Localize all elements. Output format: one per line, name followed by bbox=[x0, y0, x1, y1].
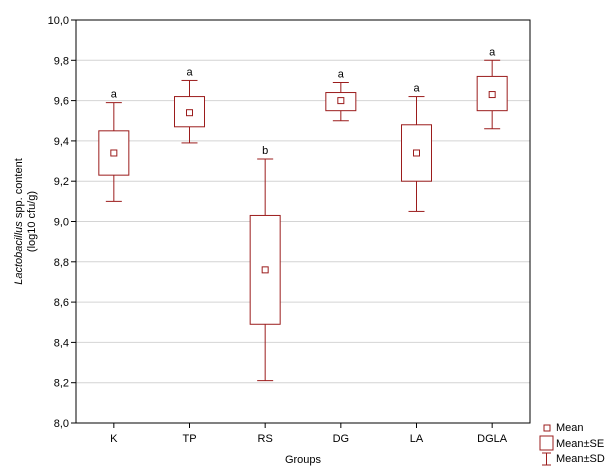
x-tick-label: K bbox=[110, 433, 118, 445]
mean-marker bbox=[186, 109, 193, 117]
significance-label: a bbox=[489, 46, 496, 58]
legend-mean-label: Mean bbox=[556, 422, 584, 434]
mean-marker bbox=[488, 91, 496, 99]
legend-sd-label: Mean±SD bbox=[556, 453, 605, 465]
mean-marker bbox=[413, 149, 420, 157]
x-tick-label: DGLA bbox=[477, 433, 508, 445]
x-tick-label: LA bbox=[410, 433, 424, 445]
mean-marker bbox=[337, 97, 345, 105]
y-tick-label: 8,8 bbox=[54, 257, 69, 269]
x-tick-label: TP bbox=[182, 433, 196, 445]
y-tick-label: 8,2 bbox=[54, 378, 69, 390]
y-axis-title-rest: spp. content bbox=[13, 158, 25, 221]
mean-marker bbox=[110, 149, 118, 157]
plot-marks: a a b a a a bbox=[98, 46, 508, 382]
legend-mean-icon bbox=[543, 424, 551, 432]
y-tick-label: 9,4 bbox=[54, 136, 69, 148]
x-axis-title: Groups bbox=[285, 454, 322, 466]
y-tick-label: 9,6 bbox=[54, 96, 69, 108]
significance-label: a bbox=[338, 68, 345, 80]
y-tick-label: 8,6 bbox=[54, 297, 69, 309]
y-tick-label: 10,0 bbox=[48, 15, 69, 27]
y-tick-label: 9,0 bbox=[54, 217, 69, 229]
mean-marker bbox=[261, 266, 269, 274]
y-tick-label: 8,0 bbox=[54, 418, 69, 430]
legend-se-icon bbox=[539, 435, 554, 451]
y-tick-label: 8,4 bbox=[54, 337, 69, 349]
y-tick-label: 9,2 bbox=[54, 176, 69, 188]
x-axis: K TP RS DG LA DGLA bbox=[110, 423, 508, 445]
y-axis-title-line2: (log10 cfu/g) bbox=[26, 191, 38, 252]
significance-label: a bbox=[413, 83, 420, 95]
y-axis: 8,0 8,2 8,4 8,6 8,8 9,0 9,2 9,4 9,6 9,8 10,0 bbox=[48, 15, 76, 430]
legend: Mean Mean±SE Mean±SD bbox=[539, 422, 605, 466]
grid-lines bbox=[76, 59, 530, 384]
y-tick-label: 9,8 bbox=[54, 55, 69, 67]
significance-label: a bbox=[111, 89, 118, 101]
x-tick-label: RS bbox=[258, 433, 273, 445]
y-axis-title-italic: Lactobacillus bbox=[13, 221, 25, 285]
significance-label: b bbox=[262, 145, 268, 157]
legend-se-label: Mean±SE bbox=[556, 438, 604, 450]
y-axis-title-line1: Lactobacillus spp. content bbox=[13, 158, 25, 285]
x-tick-label: DG bbox=[333, 433, 350, 445]
significance-label: a bbox=[186, 66, 193, 78]
